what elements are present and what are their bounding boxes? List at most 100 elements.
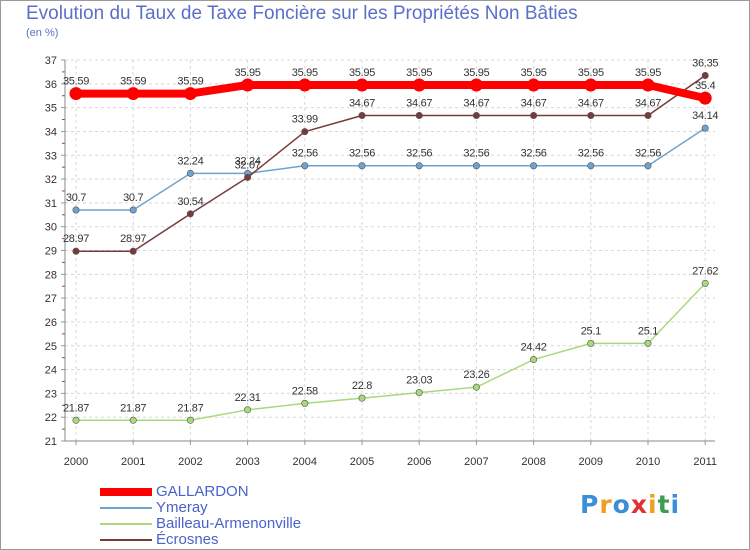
y-tick-label: 22 <box>45 412 57 424</box>
y-tick-label: 34 <box>45 126 57 138</box>
data-point-bailleau-armenonville <box>129 416 137 424</box>
logo-letter: P <box>580 490 600 519</box>
x-tick-label: 2000 <box>64 456 88 468</box>
data-point-ecrosnes <box>301 128 309 136</box>
data-label-gallardon: 35.95 <box>406 67 432 79</box>
x-tick-label: 2003 <box>235 456 259 468</box>
series-line-gallardon <box>76 81 707 102</box>
data-point-ymeray <box>358 162 366 170</box>
data-label-gallardon: 35.95 <box>292 67 318 79</box>
data-point-bailleau-armenonville <box>644 339 652 347</box>
data-label-ymeray: 32.56 <box>521 148 547 160</box>
data-point-ymeray <box>186 169 194 177</box>
data-label-gallardon: 35.95 <box>349 67 375 79</box>
data-label-ecrosnes: 34.67 <box>635 97 661 109</box>
data-label-ymeray: 34.14 <box>692 110 718 122</box>
legend-swatch-gallardon <box>100 488 152 496</box>
data-point-ymeray <box>701 124 709 132</box>
data-label-ymeray: 30.7 <box>66 192 86 204</box>
data-label-gallardon: 35.59 <box>63 76 89 88</box>
y-tick-label: 25 <box>45 341 57 353</box>
data-label-ecrosnes: 28.97 <box>120 233 146 245</box>
y-tick-label: 35 <box>45 103 57 115</box>
data-label-bailleau-armenonville: 25.1 <box>581 325 601 337</box>
data-point-bailleau-armenonville <box>472 383 480 391</box>
x-tick-label: 2001 <box>121 456 145 468</box>
logo-letter: o <box>612 490 631 519</box>
legend-label-ecrosnes: Écrosnes <box>156 531 219 548</box>
data-label-bailleau-armenonville: 24.42 <box>521 342 547 354</box>
data-point-ecrosnes <box>472 111 480 119</box>
y-tick-label: 32 <box>45 174 57 186</box>
data-point-ymeray <box>72 206 80 214</box>
data-label-gallardon: 35.59 <box>120 76 146 88</box>
data-label-gallardon: 35.4 <box>695 80 715 92</box>
y-tick-label: 28 <box>45 269 57 281</box>
series-line-ecrosnes <box>76 74 706 252</box>
legend-swatch-bailleau-armenonville <box>100 523 152 525</box>
x-tick-label: 2008 <box>521 456 545 468</box>
data-label-ymeray: 32.56 <box>463 148 489 160</box>
data-point-bailleau-armenonville <box>415 389 423 397</box>
data-point-ymeray <box>472 162 480 170</box>
legend-label-ymeray: Ymeray <box>156 499 208 516</box>
data-label-ecrosnes: 30.54 <box>177 196 203 208</box>
y-tick-label: 36 <box>45 79 57 91</box>
data-label-gallardon: 35.95 <box>235 67 261 79</box>
data-label-ecrosnes: 34.67 <box>463 97 489 109</box>
data-label-ecrosnes: 34.67 <box>349 97 375 109</box>
data-point-bailleau-armenonville <box>701 279 709 287</box>
data-point-ecrosnes <box>358 111 366 119</box>
x-tick-label: 2009 <box>579 456 603 468</box>
chart-subtitle: (en %) <box>26 27 59 39</box>
data-point-bailleau-armenonville <box>244 406 252 414</box>
data-label-bailleau-armenonville: 25.1 <box>638 325 658 337</box>
data-label-bailleau-armenonville: 22.58 <box>292 385 318 397</box>
data-point-bailleau-armenonville <box>530 356 538 364</box>
data-label-bailleau-armenonville: 21.87 <box>120 402 146 414</box>
logo-letter: t <box>657 490 671 519</box>
y-tick-label: 24 <box>45 365 57 377</box>
data-label-bailleau-armenonville: 23.26 <box>463 369 489 381</box>
x-tick-label: 2010 <box>636 456 660 468</box>
data-point-ecrosnes <box>587 111 595 119</box>
data-label-bailleau-armenonville: 21.87 <box>63 402 89 414</box>
data-label-bailleau-armenonville: 27.62 <box>692 265 718 277</box>
data-label-ymeray: 30.7 <box>123 192 143 204</box>
data-point-ymeray <box>587 162 595 170</box>
data-point-ymeray <box>415 162 423 170</box>
chart-title: Evolution du Taux de Taxe Foncière sur l… <box>26 3 578 24</box>
data-point-bailleau-armenonville <box>186 416 194 424</box>
data-point-ecrosnes <box>244 173 252 181</box>
x-tick-label: 2011 <box>693 456 717 468</box>
data-label-ymeray: 32.56 <box>406 148 432 160</box>
data-label-gallardon: 35.95 <box>463 67 489 79</box>
logo-letter: x <box>630 490 648 519</box>
proxiti-logo: Proxiti <box>580 490 680 519</box>
data-point-bailleau-armenonville <box>72 416 80 424</box>
data-point-ecrosnes <box>186 210 194 218</box>
y-tick-label: 30 <box>45 222 57 234</box>
y-tick-label: 33 <box>45 150 57 162</box>
data-label-bailleau-armenonville: 23.03 <box>406 375 432 387</box>
data-point-gallardon <box>241 78 255 92</box>
data-point-ecrosnes <box>644 111 652 119</box>
data-point-gallardon <box>298 78 312 92</box>
data-point-ymeray <box>644 162 652 170</box>
data-point-ecrosnes <box>415 111 423 119</box>
legend-swatch-ecrosnes <box>100 539 152 541</box>
x-tick-label: 2005 <box>350 456 374 468</box>
data-point-ymeray <box>301 162 309 170</box>
data-label-ymeray: 32.24 <box>177 155 203 167</box>
data-point-ecrosnes <box>530 111 538 119</box>
y-tick-label: 29 <box>45 246 57 258</box>
data-label-ymeray: 32.24 <box>235 155 261 167</box>
data-label-gallardon: 35.59 <box>177 76 203 88</box>
data-point-gallardon <box>126 87 140 101</box>
data-label-ecrosnes: 34.67 <box>521 97 547 109</box>
data-point-gallardon <box>584 78 598 92</box>
data-point-bailleau-armenonville <box>301 399 309 407</box>
y-tick-label: 21 <box>45 436 57 448</box>
data-point-gallardon <box>469 78 483 92</box>
